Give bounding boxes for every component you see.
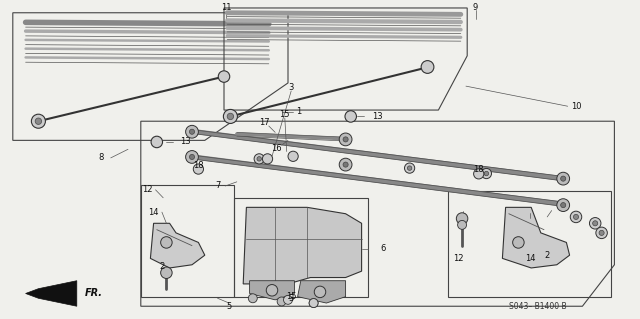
Text: 10: 10: [571, 102, 581, 111]
Circle shape: [314, 286, 326, 298]
Circle shape: [309, 299, 318, 308]
Circle shape: [456, 213, 468, 224]
Circle shape: [599, 230, 604, 235]
Circle shape: [484, 171, 488, 176]
Circle shape: [481, 168, 492, 179]
Text: 5: 5: [227, 302, 232, 311]
Bar: [234, 198, 368, 297]
Circle shape: [593, 221, 598, 226]
Polygon shape: [298, 281, 346, 303]
Circle shape: [161, 237, 172, 248]
Text: 2: 2: [545, 251, 550, 260]
Circle shape: [262, 154, 273, 164]
Circle shape: [193, 164, 204, 174]
Circle shape: [257, 157, 261, 161]
Bar: [448, 191, 611, 297]
Text: 7: 7: [215, 182, 220, 190]
Text: 14: 14: [148, 208, 159, 217]
Circle shape: [218, 71, 230, 82]
Circle shape: [186, 125, 198, 138]
Circle shape: [31, 114, 45, 128]
Circle shape: [570, 211, 582, 223]
Circle shape: [573, 214, 579, 219]
Text: 15: 15: [286, 292, 296, 301]
Circle shape: [408, 166, 412, 170]
Circle shape: [339, 133, 352, 146]
Circle shape: [561, 176, 566, 181]
Circle shape: [343, 162, 348, 167]
Circle shape: [227, 113, 234, 120]
Circle shape: [474, 169, 484, 179]
Polygon shape: [26, 281, 77, 306]
Text: 12: 12: [142, 185, 152, 194]
Circle shape: [189, 129, 195, 134]
Text: 16: 16: [271, 144, 282, 153]
Text: 13: 13: [180, 137, 191, 146]
Circle shape: [254, 154, 264, 164]
Circle shape: [589, 218, 601, 229]
Text: S043– B1400 B: S043– B1400 B: [509, 302, 566, 311]
Text: 12: 12: [453, 254, 463, 263]
Circle shape: [277, 297, 286, 306]
Circle shape: [288, 151, 298, 161]
Circle shape: [458, 220, 467, 229]
Polygon shape: [243, 207, 362, 284]
Circle shape: [189, 154, 195, 160]
Circle shape: [284, 295, 292, 304]
Text: 18: 18: [193, 161, 204, 170]
Circle shape: [343, 137, 348, 142]
Circle shape: [161, 267, 172, 278]
Text: 17: 17: [259, 118, 269, 127]
Circle shape: [596, 227, 607, 239]
Bar: [141, 185, 234, 297]
Text: FR.: FR.: [84, 288, 102, 299]
Circle shape: [309, 299, 318, 308]
Text: 9: 9: [473, 3, 478, 11]
Circle shape: [35, 118, 42, 124]
Text: 15: 15: [280, 110, 290, 119]
Polygon shape: [150, 223, 205, 268]
Text: 11: 11: [221, 4, 231, 12]
Text: 6: 6: [380, 244, 385, 253]
Text: 13: 13: [372, 112, 383, 121]
Circle shape: [248, 294, 257, 303]
Circle shape: [339, 158, 352, 171]
Circle shape: [186, 151, 198, 163]
Circle shape: [223, 109, 237, 123]
Circle shape: [266, 285, 278, 296]
Circle shape: [421, 61, 434, 73]
Text: 3: 3: [289, 294, 294, 303]
Text: 2: 2: [159, 262, 164, 271]
Circle shape: [561, 203, 566, 208]
Polygon shape: [250, 281, 294, 300]
Text: 3: 3: [289, 83, 294, 92]
Circle shape: [557, 172, 570, 185]
Text: 14: 14: [525, 254, 535, 263]
Text: 1: 1: [296, 107, 301, 116]
Circle shape: [557, 199, 570, 211]
Circle shape: [151, 136, 163, 148]
Circle shape: [513, 237, 524, 248]
Text: 18: 18: [474, 165, 484, 174]
Circle shape: [404, 163, 415, 173]
Text: 8: 8: [99, 153, 104, 162]
Circle shape: [345, 111, 356, 122]
Polygon shape: [502, 207, 570, 268]
